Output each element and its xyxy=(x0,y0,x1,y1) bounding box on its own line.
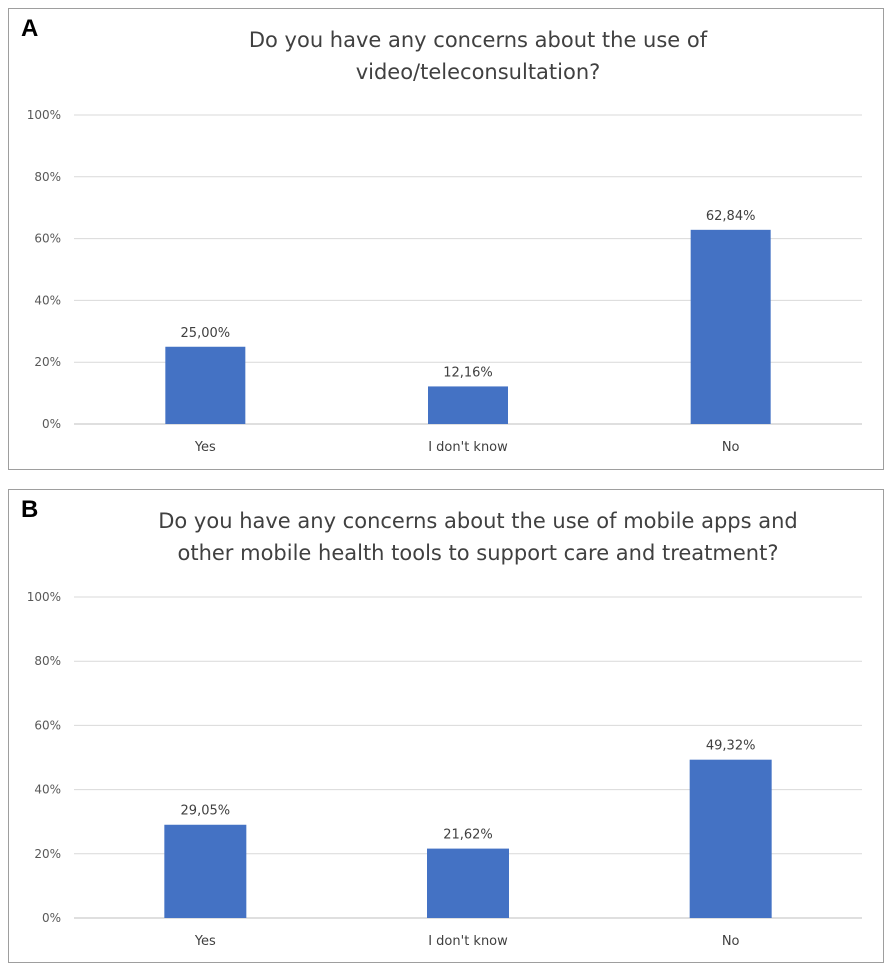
bar-chart-b: Do you have any concerns about the use o… xyxy=(27,509,862,949)
data-label: 21,62% xyxy=(443,828,493,843)
y-tick-label: 0% xyxy=(42,911,61,925)
y-tick-label: 100% xyxy=(27,590,61,604)
bar xyxy=(164,824,247,918)
bar xyxy=(689,759,772,918)
y-tick-label: 40% xyxy=(34,293,61,307)
y-tick-label: 20% xyxy=(34,847,61,861)
bar xyxy=(427,848,509,918)
bar xyxy=(690,229,771,424)
chart-title-line: video/teleconsultation? xyxy=(356,60,601,84)
y-tick-label: 80% xyxy=(34,654,61,668)
panel-label: A xyxy=(21,15,39,42)
chart-title-line: other mobile health tools to support car… xyxy=(178,541,779,565)
x-category-label: No xyxy=(722,440,740,455)
bar xyxy=(428,386,508,424)
chart-panel-a: A Do you have any concerns about the use… xyxy=(8,8,884,470)
x-category-label: Yes xyxy=(194,934,216,949)
data-label: 25,00% xyxy=(181,326,231,341)
data-label: 29,05% xyxy=(181,804,231,819)
panel-label: B xyxy=(21,496,39,523)
x-category-label: I don't know xyxy=(428,440,508,455)
chart-title-line: Do you have any concerns about the use o… xyxy=(158,509,798,533)
data-label: 62,84% xyxy=(706,209,756,224)
y-tick-label: 60% xyxy=(34,232,61,246)
y-tick-label: 20% xyxy=(34,355,61,369)
x-category-label: I don't know xyxy=(428,934,508,949)
bar xyxy=(165,346,246,424)
y-tick-label: 60% xyxy=(34,718,61,732)
x-category-label: Yes xyxy=(194,440,216,455)
y-tick-label: 80% xyxy=(34,170,61,184)
y-tick-label: 100% xyxy=(27,108,61,122)
data-label: 49,32% xyxy=(706,739,756,754)
data-label: 12,16% xyxy=(443,365,493,380)
bar-chart-a: Do you have any concerns about the use o… xyxy=(27,28,862,455)
x-category-label: No xyxy=(722,934,740,949)
y-tick-label: 40% xyxy=(34,783,61,797)
chart-panel-b: B Do you have any concerns about the use… xyxy=(8,489,884,963)
chart-title-line: Do you have any concerns about the use o… xyxy=(249,28,708,52)
y-tick-label: 0% xyxy=(42,417,61,431)
